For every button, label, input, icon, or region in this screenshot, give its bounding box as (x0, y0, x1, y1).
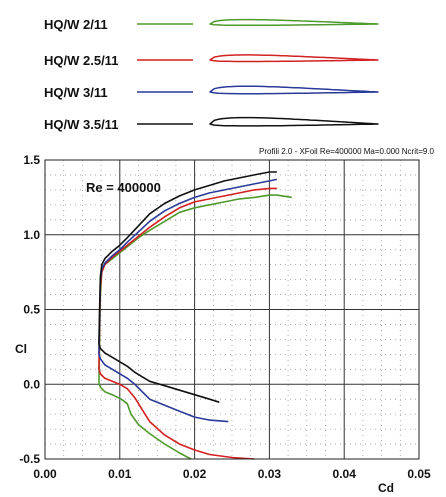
x-tick-label: 0.00 (33, 467, 57, 481)
y-tick-label: 0.5 (23, 303, 40, 317)
series-line-lower (98, 369, 255, 460)
y-axis-label: Cl (15, 342, 27, 356)
series-line-lower (98, 354, 229, 423)
legend: HQ/W 2/11 HQ/W 2.5/11 HQ/W 3/11 HQ/W 3.5/11 (44, 17, 379, 132)
series-line-lower (98, 382, 192, 460)
legend-label: HQ/W 3.5/11 (44, 117, 118, 132)
airfoil-profile (209, 85, 379, 95)
x-tick-label: 0.02 (183, 467, 207, 481)
x-tick-label: 0.03 (258, 467, 282, 481)
legend-label: HQ/W 3/11 (44, 85, 108, 100)
x-axis-label: Cd (378, 481, 394, 495)
airfoil-profile (209, 18, 379, 27)
curves (98, 171, 292, 460)
airfoil-profile (209, 54, 379, 63)
y-tick-label: 0.0 (23, 377, 40, 391)
y-tick-label: 1.0 (23, 228, 40, 242)
reynolds-annotation: Re = 400000 (86, 180, 161, 195)
plot-area (44, 159, 420, 460)
tick-labels: 0.00 0.01 0.02 0.03 0.04 0.05 -0.5 0.0 0.5 1.0 1.5 (19, 153, 431, 481)
chart-title: Profili 2.0 - XFoil Re=400000 Ma=0.000 N… (259, 147, 435, 156)
x-tick-label: 0.05 (407, 467, 431, 481)
series-line-lower (98, 343, 220, 403)
legend-label: HQ/W 2/11 (44, 17, 108, 32)
airfoil-profile (209, 116, 379, 127)
y-tick-label: 1.5 (23, 153, 40, 167)
x-tick-label: 0.01 (108, 467, 132, 481)
x-tick-label: 0.04 (333, 467, 357, 481)
y-tick-label: -0.5 (19, 452, 40, 466)
series-line-upper (98, 171, 277, 344)
grid (45, 160, 419, 459)
plot-frame (44, 159, 420, 460)
legend-label: HQ/W 2.5/11 (44, 53, 118, 68)
